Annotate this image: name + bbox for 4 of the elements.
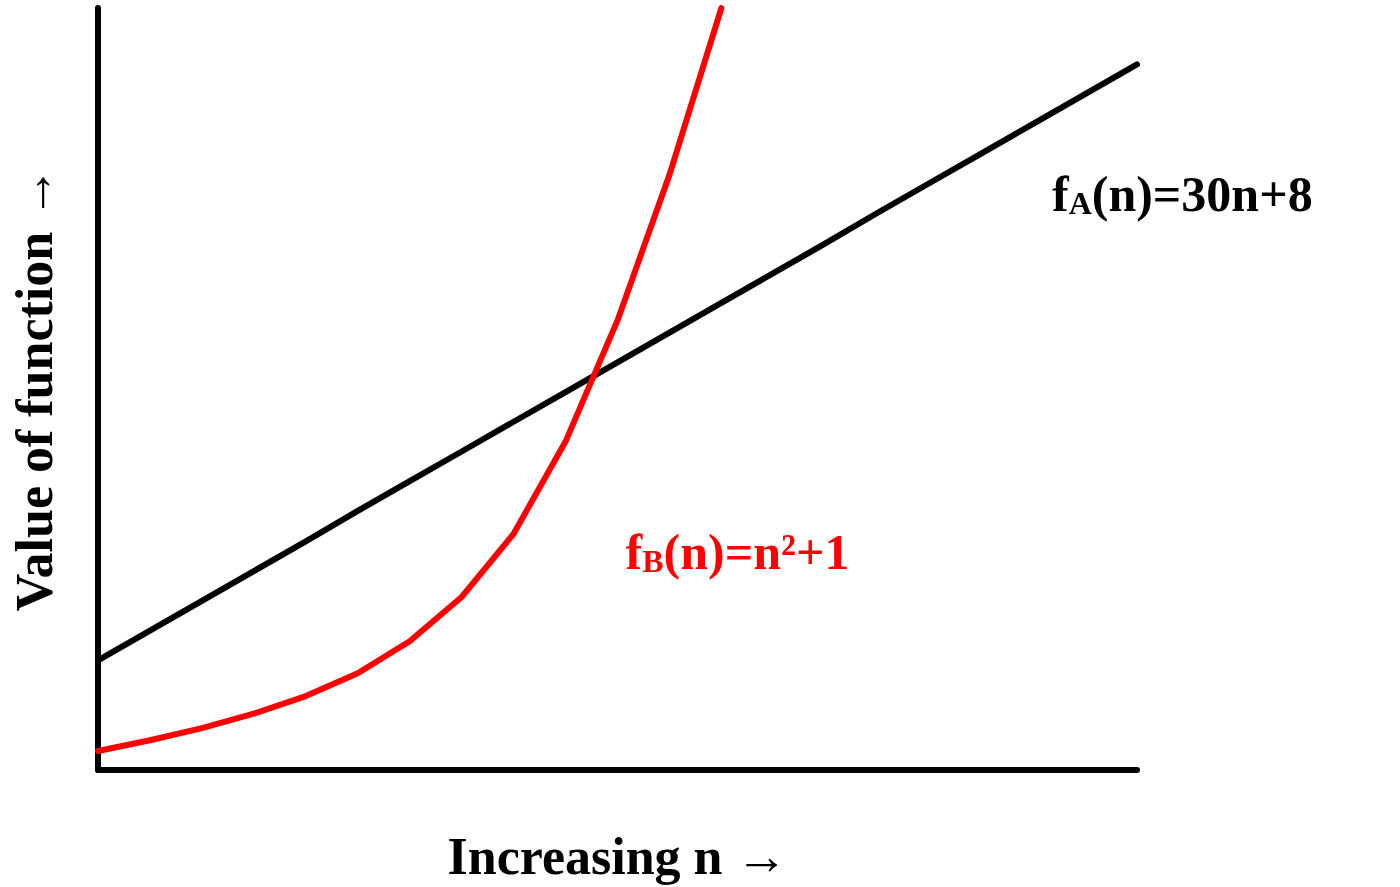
series-label: fA(n)=30n+8 xyxy=(1052,166,1313,223)
series-label: fB(n)=n²+1 xyxy=(625,523,850,580)
x-axis-title: Increasing n → xyxy=(447,827,788,885)
y-axis-title: Value of function → xyxy=(5,166,63,612)
